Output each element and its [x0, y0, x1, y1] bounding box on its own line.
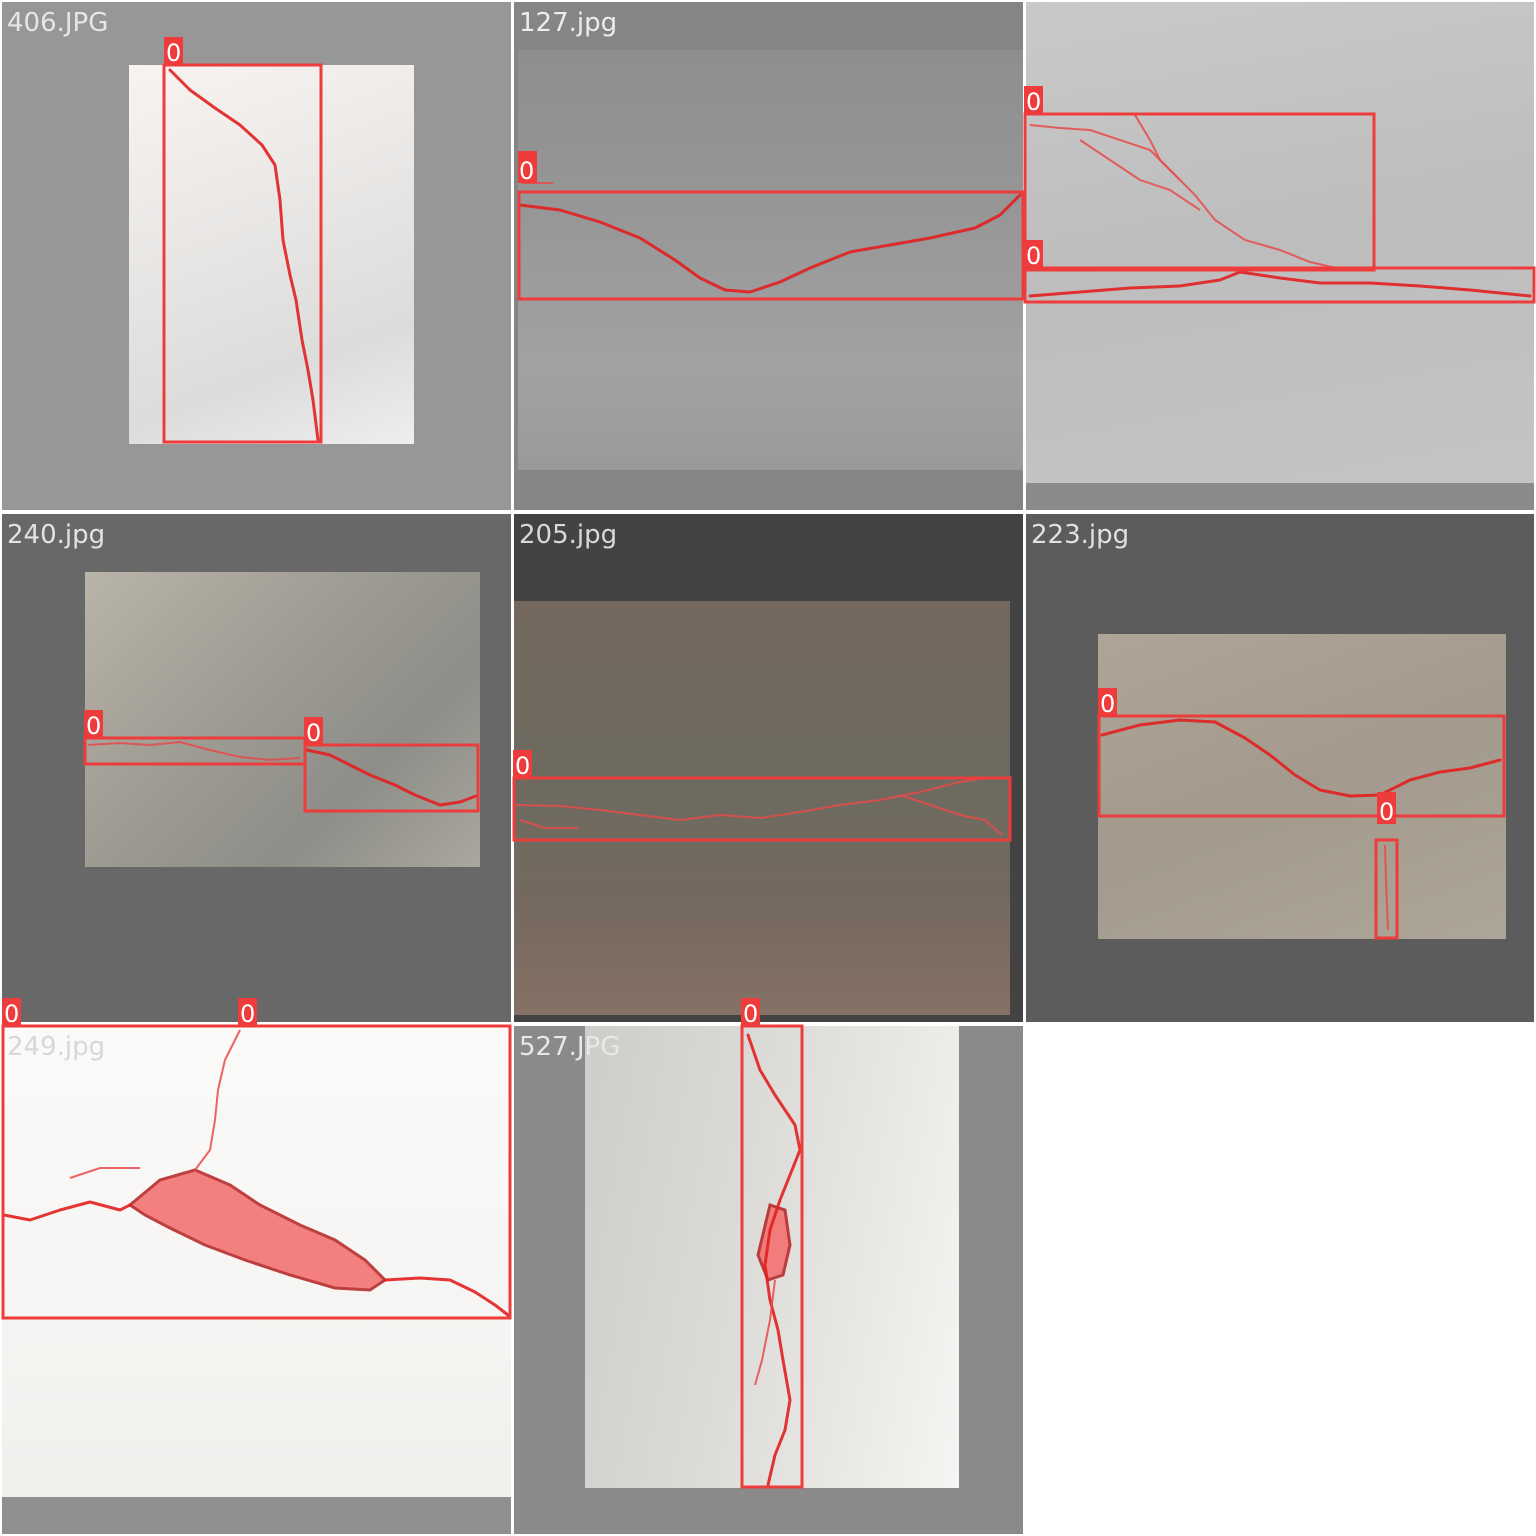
concrete-photo [585, 1026, 959, 1488]
tile-249: 249.jpg [2, 1026, 511, 1534]
tile-filename: 249.jpg [7, 1032, 106, 1062]
tile-240: 240.jpg [2, 514, 511, 1022]
tile-205: 205.jpg [514, 514, 1023, 1022]
concrete-photo [129, 65, 414, 444]
tile-223: 223.jpg [1026, 514, 1534, 1022]
concrete-photo [518, 50, 1023, 470]
tile-filename: 240.jpg [7, 520, 106, 550]
concrete-photo [2, 1026, 511, 1497]
concrete-photo [1026, 2, 1534, 483]
tile-filename: 527.JPG [519, 1032, 621, 1062]
tile-527: 527.JPG [514, 1026, 1023, 1534]
concrete-photo [1098, 634, 1506, 939]
tile-127: 127.jpg [514, 2, 1023, 510]
tile-filename: 127.jpg [519, 8, 618, 38]
tile-filename: 406.JPG [7, 8, 109, 38]
tile-filename: 205.jpg [519, 520, 618, 550]
tile-crack-grid [1026, 2, 1534, 510]
concrete-photo [85, 572, 480, 867]
tile-406: 406.JPG [2, 2, 511, 510]
concrete-photo [514, 601, 1010, 1015]
tile-filename: 223.jpg [1031, 520, 1130, 550]
